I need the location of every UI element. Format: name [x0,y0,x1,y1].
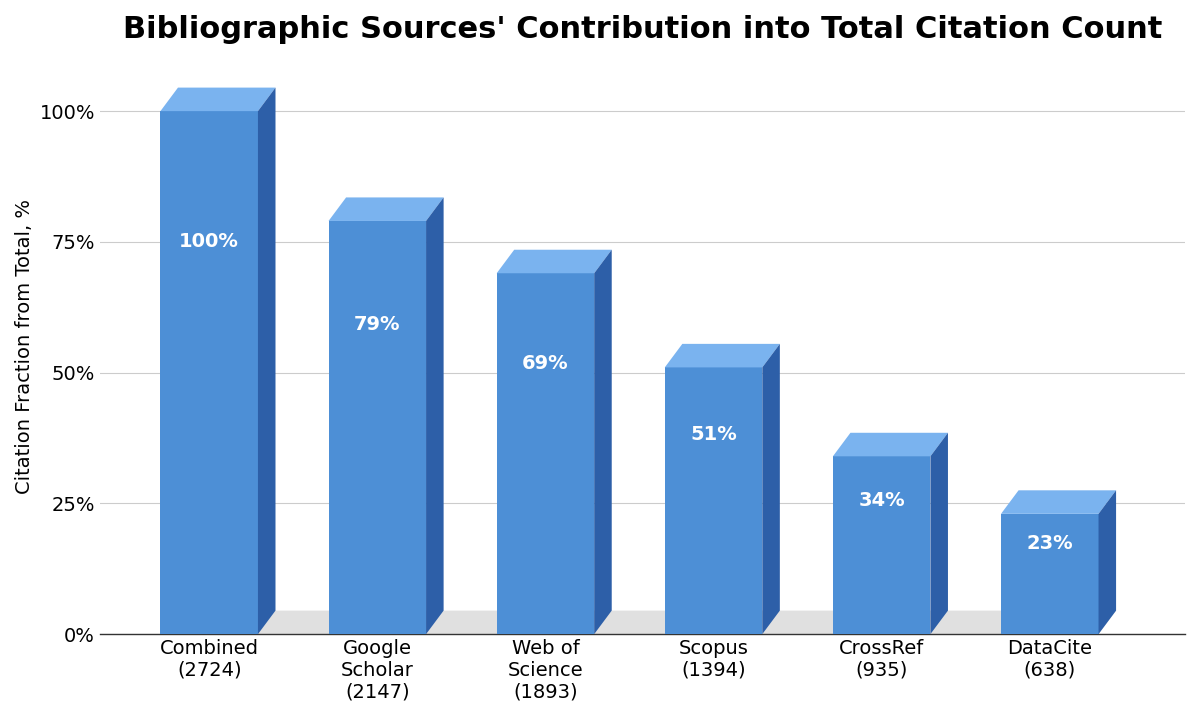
Title: Bibliographic Sources' Contribution into Total Citation Count: Bibliographic Sources' Contribution into… [122,15,1162,44]
Polygon shape [1098,490,1116,634]
Polygon shape [497,250,612,273]
Polygon shape [762,344,780,634]
Polygon shape [258,87,276,634]
Polygon shape [594,250,612,634]
Polygon shape [329,221,426,634]
Text: 100%: 100% [179,232,239,252]
Polygon shape [833,433,948,456]
Polygon shape [665,344,780,367]
Polygon shape [665,367,762,634]
Polygon shape [497,273,594,634]
Text: 79%: 79% [354,315,401,333]
Polygon shape [426,197,444,634]
Text: 51%: 51% [690,424,737,444]
Polygon shape [161,87,276,111]
Polygon shape [161,111,258,634]
Polygon shape [1001,490,1116,514]
Y-axis label: Citation Fraction from Total, %: Citation Fraction from Total, % [16,199,34,494]
Polygon shape [329,197,444,221]
Polygon shape [930,433,948,634]
Text: 23%: 23% [1026,534,1073,554]
Polygon shape [833,456,930,634]
Text: 69%: 69% [522,354,569,373]
Polygon shape [1001,514,1098,634]
Polygon shape [161,611,1116,634]
Text: 34%: 34% [858,491,905,511]
